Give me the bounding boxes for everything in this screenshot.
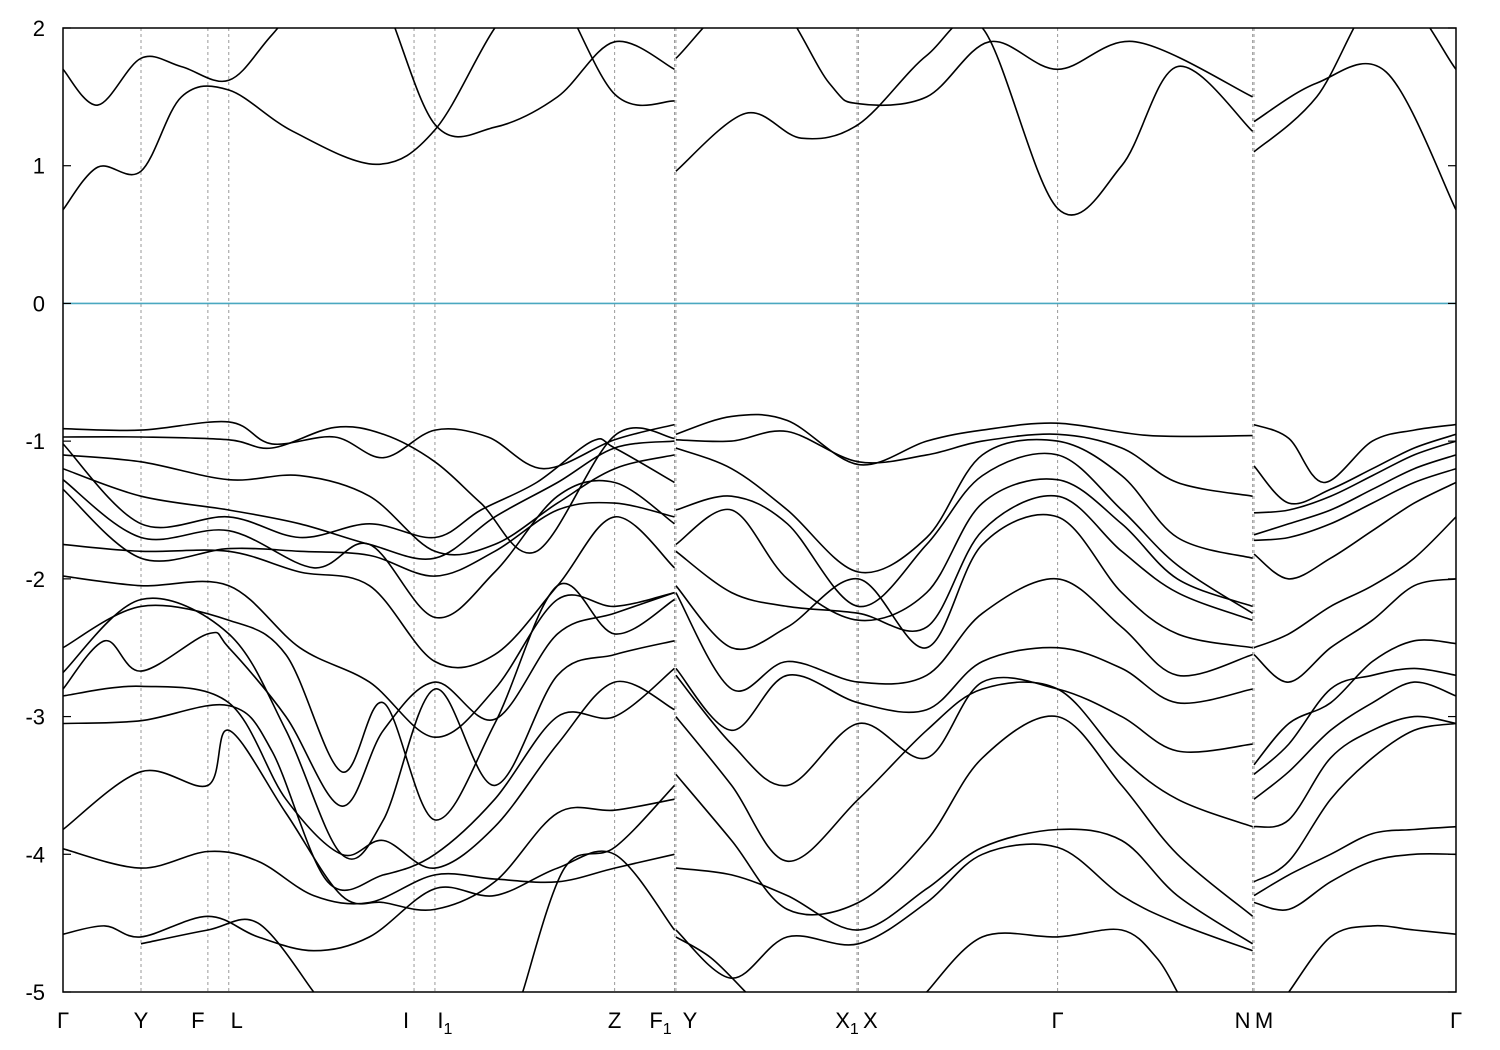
band-line-30 [675,478,1253,622]
band-line-33 [675,578,1253,692]
k-point-label: Y [683,1008,698,1033]
band-line-6 [63,420,675,470]
band-line-44 [1253,454,1456,536]
y-tick-label: 1 [33,154,45,179]
band-line-17 [63,591,675,807]
k-point-label: X1 [835,1008,859,1038]
k-point-label: M [1255,1008,1273,1033]
band-line-18 [63,582,675,821]
band-line-9 [63,425,675,554]
band-line-51 [1253,681,1456,800]
k-point-label: X [863,1008,878,1033]
y-tick-label: 0 [33,291,45,316]
band-line-35 [675,674,1253,787]
band-line-52 [1253,715,1456,828]
band-line-7 [675,413,1253,466]
y-tick-label: -4 [25,842,45,867]
band-line-50 [1253,667,1456,776]
k-point-label: I1 [437,1008,452,1038]
band-line-45 [1253,467,1456,542]
y-axis-ticks: 2 1 0 -1 -2 -3 -4 -5 [25,16,1456,1005]
band-line-15 [63,516,676,669]
band-line-0 [63,28,675,138]
band-line-37 [675,715,1254,917]
k-point-label: F1 [649,1008,671,1038]
band-line-43 [1253,440,1456,514]
band-line-40 [675,936,747,992]
band-line-31 [675,494,1253,633]
band-line-13 [63,479,675,619]
band-line-22 [63,729,675,911]
band-line-49 [1253,639,1456,766]
band-line-16 [63,575,675,739]
band-line-47 [1253,516,1456,649]
band-line-19 [63,597,675,860]
plot-frame [62,27,1457,993]
band-line-54 [1253,825,1456,897]
band-line-24 [63,850,676,952]
band-line-29 [675,452,1254,614]
k-point-label: Y [134,1008,149,1033]
band-line-32 [675,513,1253,650]
y-tick-label: -3 [25,705,45,730]
band-line-4 [1253,62,1456,211]
band-line-28 [675,438,1253,574]
k-point-label: N [1235,1008,1251,1033]
band-line-39 [675,843,1253,980]
x-axis-ticks: Γ Y F L I I1 Z F1 Y X1 X Γ N M Γ [57,1008,1462,1038]
band-line-1 [63,28,675,211]
band-line-27 [675,430,1253,497]
band-line-3 [675,28,1253,107]
band-line-8 [1253,423,1456,484]
band-line-55 [1253,852,1456,911]
band-line-2 [675,28,1254,216]
band-line-36 [675,681,1253,863]
band-line-41 [926,928,1179,992]
band-line-25 [140,918,315,992]
band-line-21 [63,667,676,892]
band-line-38 [675,828,1254,945]
k-point-label: F [191,1008,204,1033]
band-line-56 [1288,924,1456,992]
band-line-34 [675,646,1253,732]
y-tick-label: -2 [25,567,45,592]
k-point-label: Z [608,1008,621,1033]
band-line-48 [1253,578,1456,683]
band-line-10 [63,438,675,539]
k-point-label: I [403,1008,409,1033]
band-line-26 [521,784,676,992]
band-line-53 [1253,722,1456,883]
band-line-42 [1253,433,1456,505]
k-point-label: Γ [1450,1008,1462,1033]
band-line-14 [63,488,675,577]
y-tick-label: 2 [33,16,45,41]
band-line-23 [63,848,675,905]
band-lines [63,28,1456,992]
band-line-5 [1253,28,1456,153]
band-line-12 [63,440,675,560]
k-point-label: Γ [1052,1008,1064,1033]
y-tick-label: -5 [25,980,45,1005]
band-line-46 [1253,481,1456,580]
band-line-11 [63,454,675,556]
band-line-20 [63,680,675,869]
k-point-label: Γ [57,1008,69,1033]
y-tick-label: -1 [25,429,45,454]
k-point-label: L [231,1008,243,1033]
